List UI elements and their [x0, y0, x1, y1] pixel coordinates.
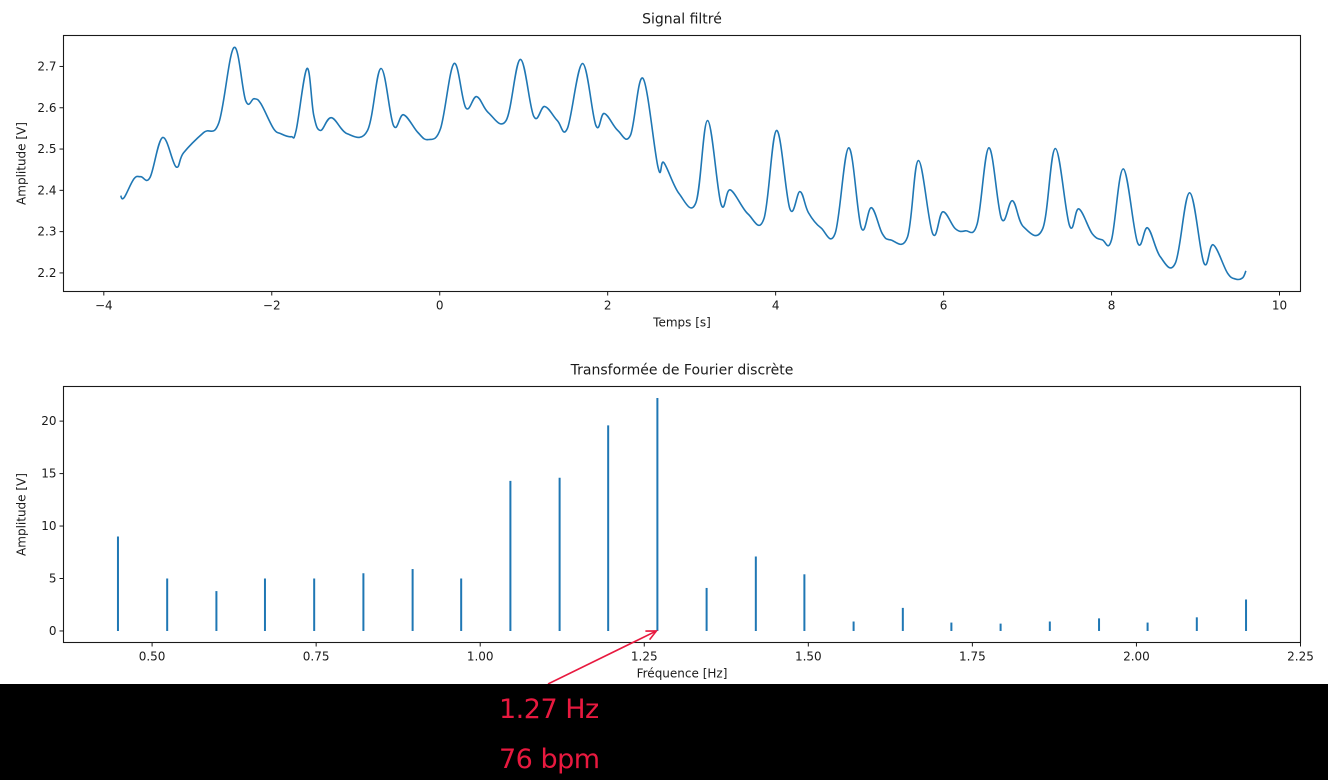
- x-tick-label: 1.75: [959, 650, 986, 664]
- x-tick-label: 0.75: [303, 650, 330, 664]
- heart-rate-label: 76 bpm: [499, 744, 600, 775]
- x-tick-label: 1.50: [795, 650, 822, 664]
- y-tick-label: 2.7: [37, 59, 56, 73]
- x-tick-label: 2: [604, 299, 612, 313]
- y-tick-label: 2.6: [37, 101, 56, 115]
- x-tick-label: 8: [1108, 299, 1116, 313]
- x-tick-label: 4: [772, 299, 780, 313]
- x-tick-label: 1.25: [631, 650, 658, 664]
- arrow-head-icon: [645, 630, 659, 641]
- fft-y-axis-label: Amplitude [V]: [15, 473, 29, 556]
- y-tick-label: 20: [41, 414, 56, 428]
- y-tick-label: 2.3: [37, 225, 56, 239]
- dominant-frequency-label: 1.27 Hz: [499, 694, 599, 725]
- y-tick-label: 2.4: [37, 183, 56, 197]
- y-tick-label: 5: [49, 572, 57, 586]
- fft-x-axis-label: Fréquence [Hz]: [637, 667, 728, 681]
- axes-frame: [62, 34, 1302, 293]
- x-tick-label: 2.25: [1287, 650, 1314, 664]
- fft-title: Transformée de Fourier discrète: [570, 363, 794, 379]
- y-tick-label: 15: [41, 467, 56, 481]
- signal-line: [119, 46, 1247, 281]
- x-tick-label: 0.50: [139, 650, 166, 664]
- signal-title: Signal filtré: [642, 12, 722, 28]
- signal-plot: Signal filtré −4 −2 0 2 4 6 8 10 2.2 2.3 2.4 2.5 2.6 2…: [15, 12, 1302, 330]
- x-tick-label: 10: [1272, 299, 1287, 313]
- axes-frame: [62, 385, 1302, 644]
- fft-plot: Transformée de Fourier discrète 0.50 0.75 1…: [15, 363, 1314, 681]
- x-tick-label: 6: [940, 299, 948, 313]
- x-tick-label: 2.00: [1123, 650, 1150, 664]
- figure: Signal filtré −4 −2 0 2 4 6 8 10 2.2 2.3 2.4 2.5 2.6 2…: [14, 11, 1314, 684]
- x-tick-label: −2: [263, 299, 281, 313]
- y-tick-label: 2.5: [37, 142, 56, 156]
- figure-canvas: Signal filtré −4 −2 0 2 4 6 8 10 2.2 2.3 2.4 2.5 2.6 2…: [15, 12, 1314, 684]
- x-tick-label: 1.00: [467, 650, 494, 664]
- x-tick-label: 0: [436, 299, 444, 313]
- y-tick-label: 10: [41, 519, 56, 533]
- annotation-arrow: [547, 630, 659, 684]
- signal-x-axis-label: Temps [s]: [652, 316, 711, 330]
- result-panel: [0, 684, 1328, 780]
- x-tick-label: −4: [95, 299, 113, 313]
- y-tick-label: 2.2: [37, 266, 56, 280]
- y-tick-label: 0: [49, 624, 57, 638]
- signal-y-axis-label: Amplitude [V]: [15, 122, 29, 205]
